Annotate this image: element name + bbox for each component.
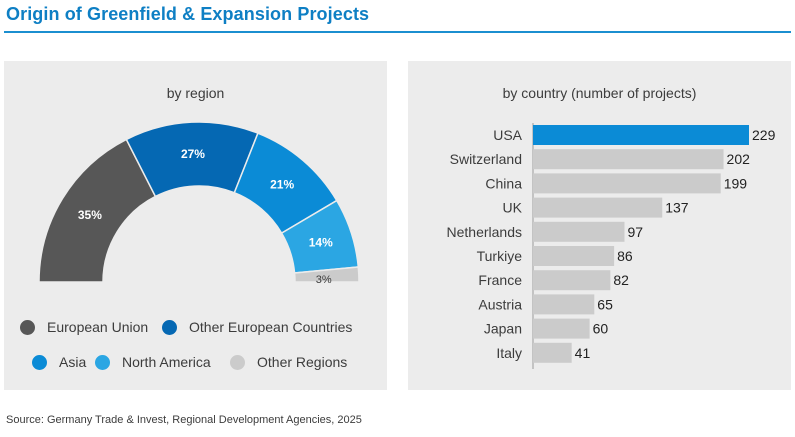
legend-swatch-other-european-countries [162, 319, 177, 335]
value-label-japan: 60 [593, 321, 609, 337]
legend-label-other-european-countries: Other European Countries [189, 319, 353, 335]
bar-italy [533, 342, 572, 363]
donut-label-asia: 21% [270, 178, 294, 192]
legend-swatch-north-america [95, 354, 110, 370]
legend-item-other-regions: Other Regions [230, 354, 347, 370]
legend-label-north-america: North America [122, 354, 211, 370]
legend-swatch-other-regions [230, 354, 245, 370]
legend-swatch-asia [32, 354, 47, 370]
donut-label-other-european-countries: 27% [181, 147, 205, 161]
bar-netherlands [533, 221, 625, 242]
page-title: Origin of Greenfield & Expansion Project… [6, 4, 370, 24]
source-note: Source: Germany Trade & Invest, Regional… [6, 414, 362, 426]
category-label-netherlands: Netherlands [447, 224, 523, 240]
category-label-uk: UK [503, 200, 523, 216]
legend-swatch-european-union [20, 319, 35, 335]
value-label-uk: 137 [665, 200, 689, 216]
category-label-switzerland: Switzerland [450, 151, 522, 167]
donut-label-other-regions: 3% [316, 274, 332, 286]
value-label-italy: 41 [575, 345, 591, 361]
value-label-china: 199 [724, 175, 748, 191]
category-label-china: China [485, 175, 522, 191]
value-label-netherlands: 97 [627, 224, 643, 240]
donut-label-european-union: 35% [78, 208, 102, 222]
region-donut-chart: 35% 27% 21% 14% 3% [38, 121, 360, 286]
category-label-austria: Austria [478, 296, 522, 312]
bar-austria [533, 294, 595, 315]
legend-label-other-regions: Other Regions [257, 354, 348, 370]
legend-item-other-european-countries: Other European Countries [162, 319, 352, 335]
value-label-turkiye: 86 [617, 248, 633, 264]
category-label-japan: Japan [484, 321, 522, 337]
bar-france [533, 270, 611, 291]
legend-label-asia: Asia [59, 354, 87, 370]
legend-item-european-union: European Union [20, 319, 148, 335]
bar-usa [533, 125, 749, 145]
bar-switzerland [533, 149, 724, 170]
value-label-austria: 65 [597, 296, 613, 312]
category-label-usa: USA [493, 127, 522, 143]
title-divider [4, 31, 791, 33]
country-bar-chart: USA 229 Switzerland 202 China 199 UK 137 Netherl… [447, 123, 776, 369]
bar-japan [533, 318, 590, 339]
value-label-france: 82 [613, 272, 629, 288]
donut-slice-other-regions [293, 266, 360, 283]
country-chart-subtitle: by country (number of projects) [502, 85, 697, 101]
legend-item-north-america: North America [95, 354, 211, 370]
region-chart-subtitle: by region [166, 85, 225, 101]
legend-item-asia: Asia [32, 354, 86, 370]
bar-uk [533, 197, 663, 218]
category-label-france: France [478, 272, 522, 288]
value-label-switzerland: 202 [727, 151, 751, 167]
bar-turkiye [533, 246, 615, 266]
value-label-usa: 229 [752, 127, 776, 143]
country-chart-panel: by country (number of projects) USA 229 Sw… [408, 61, 791, 390]
category-label-italy: Italy [496, 345, 522, 361]
category-label-turkiye: Turkiye [477, 248, 523, 264]
legend-label-european-union: European Union [47, 319, 149, 335]
donut-label-north-america: 14% [309, 235, 333, 249]
bar-china [533, 173, 721, 194]
region-chart-panel: by region 35% 27% 21% 14% 3% European Union O… [4, 61, 387, 390]
